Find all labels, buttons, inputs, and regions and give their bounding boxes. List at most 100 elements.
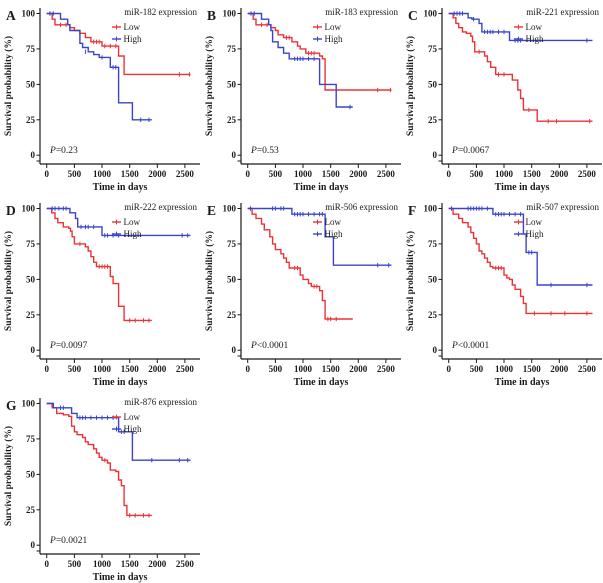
panel-letter: A bbox=[6, 8, 16, 23]
y-tick-label: 75 bbox=[428, 44, 438, 54]
legend-item-low: Low bbox=[313, 217, 341, 227]
y-tick-label: 0 bbox=[433, 345, 438, 355]
x-axis-title: Time in days bbox=[495, 182, 550, 193]
survival-curve-high bbox=[247, 12, 353, 108]
legend-title: miR-506 expression bbox=[325, 202, 398, 212]
x-tick-label: 1500 bbox=[322, 364, 341, 374]
x-axis-title: Time in days bbox=[294, 377, 349, 388]
x-tick-label: 1500 bbox=[121, 559, 140, 569]
panel-letter: F bbox=[408, 203, 416, 218]
x-tick-label: 2000 bbox=[148, 559, 167, 569]
legend-item-label: High bbox=[124, 34, 143, 44]
y-tick-label: 50 bbox=[227, 79, 237, 89]
x-tick-label: 1500 bbox=[322, 169, 341, 179]
survival-curve-low bbox=[46, 402, 152, 517]
legend-item-label: High bbox=[325, 229, 344, 239]
y-tick-label: 75 bbox=[428, 239, 438, 249]
y-tick-label: 75 bbox=[227, 44, 237, 54]
y-tick-label: 100 bbox=[424, 9, 438, 19]
y-axis-title: Survival probability (%) bbox=[204, 231, 215, 331]
x-tick-label: 1000 bbox=[495, 169, 514, 179]
y-tick-label: 0 bbox=[31, 150, 36, 160]
y-tick-label: 100 bbox=[22, 399, 36, 409]
legend-item-high: High bbox=[313, 34, 343, 44]
legend-item-low: Low bbox=[514, 22, 542, 32]
x-tick-label: 2500 bbox=[377, 169, 396, 179]
p-value-label: P<0.0001 bbox=[250, 341, 289, 351]
x-axis-title: Time in days bbox=[495, 377, 550, 388]
empty-cell bbox=[201, 390, 402, 583]
legend-title: miR-876 expression bbox=[124, 397, 197, 407]
legend-item-label: High bbox=[526, 34, 545, 44]
y-tick-label: 100 bbox=[223, 9, 237, 19]
p-value-label: P=0.23 bbox=[49, 146, 78, 156]
legend-item-label: Low bbox=[124, 22, 141, 32]
panel-B: 0 25 50 75 100 0 500 1000 1500 2000 2500 Time in da… bbox=[201, 0, 402, 195]
panel-letter: E bbox=[207, 203, 216, 218]
legend-item-label: Low bbox=[325, 22, 342, 32]
y-tick-label: 0 bbox=[31, 540, 36, 550]
x-tick-label: 500 bbox=[68, 559, 82, 569]
survival-curve-low bbox=[247, 12, 392, 91]
x-tick-label: 2000 bbox=[349, 169, 368, 179]
x-tick-label: 2500 bbox=[176, 364, 195, 374]
survival-curve-high bbox=[46, 12, 152, 121]
legend-item-label: Low bbox=[124, 217, 141, 227]
survival-curve-low bbox=[448, 12, 593, 122]
x-axis-title: Time in days bbox=[93, 182, 148, 193]
x-tick-label: 1500 bbox=[523, 364, 542, 374]
legend-item-high: High bbox=[112, 424, 142, 434]
y-tick-label: 25 bbox=[428, 115, 438, 125]
y-tick-label: 25 bbox=[26, 310, 36, 320]
x-tick-label: 2000 bbox=[550, 169, 569, 179]
legend-title: miR-183 expression bbox=[325, 7, 398, 17]
y-tick-label: 50 bbox=[26, 79, 36, 89]
panel-letter: C bbox=[408, 8, 418, 23]
x-tick-label: 1000 bbox=[93, 559, 112, 569]
legend-item-high: High bbox=[514, 229, 544, 239]
legend-item-label: High bbox=[526, 229, 545, 239]
survival-curve-low bbox=[247, 207, 353, 320]
x-tick-label: 1000 bbox=[93, 364, 112, 374]
x-tick-label: 1500 bbox=[121, 169, 140, 179]
x-tick-label: 1000 bbox=[294, 364, 313, 374]
y-axis-title: Survival probability (%) bbox=[3, 231, 14, 331]
y-tick-label: 25 bbox=[227, 310, 237, 320]
survival-curve-high bbox=[247, 207, 392, 266]
p-value-label: P=0.0021 bbox=[49, 536, 88, 546]
x-tick-label: 2000 bbox=[550, 364, 569, 374]
y-tick-label: 25 bbox=[227, 115, 237, 125]
legend-item-low: Low bbox=[112, 412, 140, 422]
legend-title: miR-222 expression bbox=[124, 202, 197, 212]
survival-curve-high bbox=[448, 207, 593, 286]
x-tick-label: 0 bbox=[245, 169, 250, 179]
x-tick-label: 0 bbox=[44, 364, 49, 374]
y-tick-label: 50 bbox=[227, 274, 237, 284]
p-value-label: P=0.0097 bbox=[49, 341, 88, 351]
legend-item-label: High bbox=[124, 424, 143, 434]
y-tick-label: 75 bbox=[227, 239, 237, 249]
y-tick-label: 0 bbox=[31, 345, 36, 355]
legend-item-label: Low bbox=[325, 217, 342, 227]
x-tick-label: 500 bbox=[269, 169, 283, 179]
x-tick-label: 2500 bbox=[377, 364, 396, 374]
y-tick-label: 50 bbox=[26, 274, 36, 284]
y-axis-title: Survival probability (%) bbox=[405, 36, 416, 136]
x-tick-label: 0 bbox=[446, 364, 451, 374]
legend-item-label: Low bbox=[526, 22, 543, 32]
y-tick-label: 100 bbox=[223, 204, 237, 214]
legend-title: miR-182 expression bbox=[124, 7, 197, 17]
legend-item-label: Low bbox=[124, 412, 141, 422]
x-tick-label: 2500 bbox=[176, 169, 195, 179]
legend-item-label: High bbox=[124, 229, 143, 239]
y-tick-label: 25 bbox=[26, 505, 36, 515]
legend-title: miR-221 expression bbox=[526, 7, 599, 17]
panel-G: 0 25 50 75 100 0 500 1000 1500 2000 2500 Time in da… bbox=[0, 390, 201, 583]
p-value-label: P=0.53 bbox=[250, 146, 279, 156]
p-value-label: P=0.0067 bbox=[451, 146, 490, 156]
x-tick-label: 2000 bbox=[148, 364, 167, 374]
